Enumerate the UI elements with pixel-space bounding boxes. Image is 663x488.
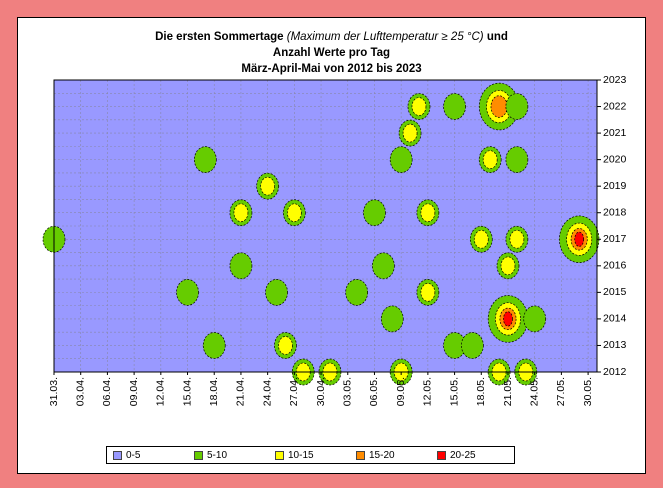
title-line1-italic: (Maximum der Lufttemperatur ≥ 25 °C) [286,31,484,43]
heat-blob-20-25 [574,231,585,247]
heat-blob-5-10 [461,332,484,359]
y-tick-label: 2014 [603,313,627,325]
heat-blob-20-25 [503,311,513,327]
heat-blob-10-15 [473,229,489,249]
legend-swatch [356,450,365,460]
y-tick-label: 2018 [603,207,627,219]
x-tick-label: 18.04. [208,377,220,406]
x-tick-label: 27.04. [288,377,300,406]
legend-label: 0-5 [126,449,141,461]
x-tick-label: 21.05. [502,377,514,406]
heat-blob-5-10 [505,146,529,173]
y-tick-label: 2013 [603,339,627,351]
heat-blob-10-15 [278,336,293,355]
heat-blob-10-15 [420,283,436,302]
x-tick-label: 30.05. [582,377,594,406]
legend-item: 15-20 [350,450,431,461]
x-tick-label: 03.05. [342,377,354,406]
legend-label: 15-20 [369,449,395,461]
y-tick-label: 2016 [603,260,627,272]
legend-item: 0-5 [107,450,188,461]
y-tick-label: 2021 [603,127,627,139]
x-tick-label: 15.04. [181,377,193,406]
legend-swatch [275,450,284,460]
x-tick-label: 18.05. [475,377,487,406]
heat-blob-10-15 [411,97,427,116]
heat-blob-5-10 [389,146,413,173]
heat-blob-10-15 [420,203,436,223]
plot-border [53,79,598,373]
heat-blob-10-15 [233,203,249,223]
title-line3: März-April-Mai von 2012 bis 2023 [241,63,422,75]
heat-blob-10-15 [286,203,302,223]
x-tick-label: 12.04. [155,377,167,406]
legend-swatch [437,450,446,460]
legend-label: 5-10 [207,449,228,461]
x-tick-label: 06.05. [368,377,380,406]
legend: 0-5 5-10 10-15 15-20 20-25 [106,446,515,464]
y-tick-label: 2017 [603,233,627,245]
heatmap-chart: 31.03. 03.04. 06.04. 09.04. 12.04. 15.04. 18.0… [42,74,627,406]
y-axis-ticks: 2012 2013 2014 2015 2016 2017 2018 2019 2020 2021… [597,74,627,378]
heat-blob-10-15 [260,176,275,196]
chart-frame: Die ersten Sommertage (Maximum der Luftt… [17,17,646,474]
heat-blob-5-10 [505,93,529,120]
heat-blob-5-10 [443,93,466,120]
legend-swatch [113,450,122,460]
heat-blob-5-10 [523,305,547,333]
x-tick-label: 31.03. [48,377,60,406]
heat-blob-10-15 [482,150,498,169]
heat-blobs [42,82,600,386]
title-line1-end: und [486,31,508,43]
x-tick-label: 09.04. [128,377,140,406]
heat-blob-5-10 [229,252,253,280]
x-tick-label: 27.05. [555,377,567,406]
legend-swatch [194,450,203,460]
heat-blob-5-10 [265,279,288,306]
legend-item: 20-25 [431,450,512,461]
heat-blob-10-15 [402,123,418,143]
x-tick-label: 24.04. [261,377,273,406]
y-tick-label: 2022 [603,100,627,112]
heat-blob-10-15 [500,256,516,276]
x-tick-label: 09.05. [395,377,407,406]
x-tick-label: 12.05. [422,377,434,406]
legend-item: 10-15 [269,450,350,461]
heat-blob-5-10 [202,332,226,359]
legend-item: 5-10 [188,450,269,461]
y-tick-label: 2012 [603,366,627,378]
title-line1-bold: Die ersten Sommertage [155,31,284,43]
heat-blob-5-10 [193,146,217,173]
heat-blob-15-20 [490,95,508,118]
heat-blob-10-15 [509,229,525,249]
x-tick-label: 30.04. [315,377,327,406]
heat-blob-5-10 [363,199,386,227]
x-axis-ticks: 31.03. 03.04. 06.04. 09.04. 12.04. 15.04. 18.0… [48,372,594,406]
heat-blob-5-10 [372,252,395,280]
title-line2: Anzahl Werte pro Tag [272,47,391,59]
x-tick-label: 15.05. [448,377,460,406]
x-tick-label: 03.04. [74,377,86,406]
legend-label: 10-15 [288,449,314,461]
x-tick-label: 24.05. [528,377,540,406]
x-tick-label: 06.04. [101,377,113,406]
legend-label: 20-25 [450,449,476,461]
y-tick-label: 2020 [603,153,627,165]
y-tick-label: 2019 [603,180,627,192]
y-tick-label: 2023 [603,74,627,86]
x-tick-label: 21.04. [235,377,247,406]
chart-title: Die ersten Sommertage (Maximum der Luftt… [18,29,645,77]
heat-blob-5-10 [345,279,369,306]
y-tick-label: 2015 [603,286,627,298]
heat-blob-5-10 [380,305,404,333]
heat-blob-5-10 [176,279,199,306]
